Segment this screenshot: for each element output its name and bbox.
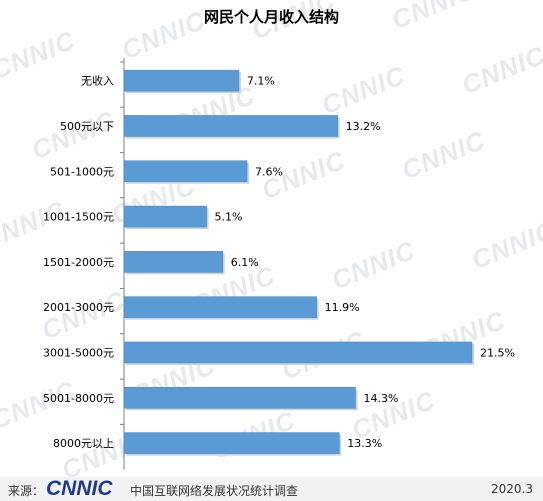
category-label: 1501-2000元 (43, 256, 114, 269)
value-label: 11.9% (325, 301, 360, 314)
footer: 来源： CNNIC 中国互联网络发展状况统计调查 2020.3 (0, 477, 543, 501)
bar (123, 296, 317, 318)
category-label: 5001-8000元 (43, 392, 114, 405)
value-label: 14.3% (363, 392, 398, 405)
cnnic-logo: CNNIC (46, 477, 113, 500)
bar (123, 432, 340, 454)
category-label: 500元以下 (60, 120, 114, 133)
bar (123, 251, 223, 273)
source-label: 来源： (8, 484, 45, 498)
value-label: 5.1% (215, 211, 243, 224)
bar (123, 341, 473, 364)
source-org: 中国互联网络发展状况统计调查 (130, 484, 299, 498)
category-label: 3001-5000元 (43, 346, 114, 359)
report-date: 2020.3 (491, 482, 533, 496)
value-label: 6.1% (231, 256, 259, 269)
bar (123, 160, 248, 182)
bar (123, 115, 338, 137)
value-label: 7.6% (255, 165, 283, 178)
category-label: 8000元以上 (53, 437, 114, 450)
value-label: 21.5% (480, 346, 515, 359)
category-label: 501-1000元 (50, 165, 114, 178)
category-label: 无收入 (81, 74, 114, 88)
value-label: 13.2% (346, 120, 381, 133)
category-label: 1001-1500元 (43, 211, 114, 224)
bar (123, 205, 207, 228)
category-label: 2001-3000元 (43, 301, 114, 314)
value-label: 13.3% (347, 437, 382, 450)
bar (123, 69, 240, 92)
bar (123, 387, 356, 409)
chart-title: 网民个人月收入结构 (203, 8, 339, 26)
bar-chart: 无收入 7.1% 500元以下 13.2% 501-1000元 7.6% 1001-1500… (43, 58, 515, 470)
value-label: 7.1% (247, 75, 275, 88)
